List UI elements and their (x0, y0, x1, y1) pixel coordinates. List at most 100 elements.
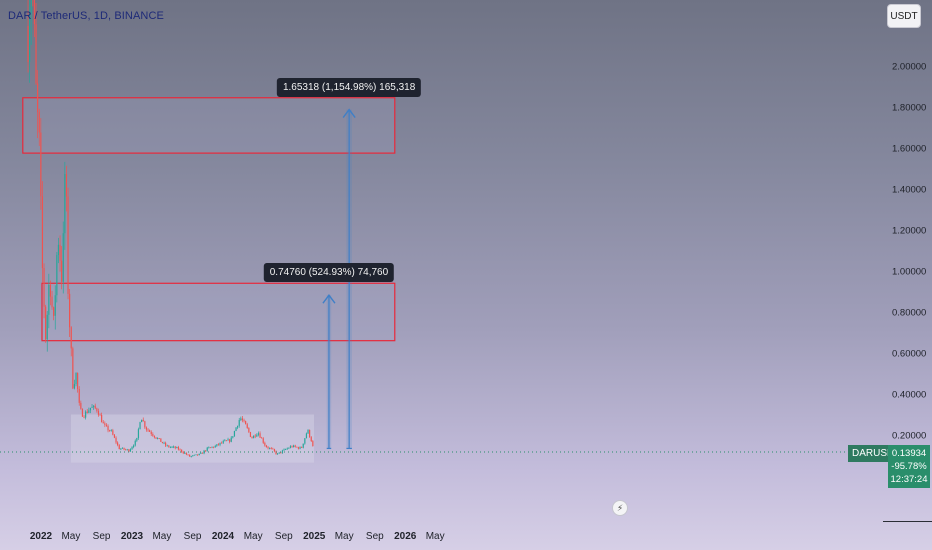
candle-body (117, 442, 119, 445)
candle-body (195, 454, 197, 456)
candle-body (289, 446, 292, 448)
y-tick-label: 1.60000 (892, 143, 927, 155)
candle-body (139, 422, 141, 430)
lightning-icon[interactable]: ⚡ (612, 500, 628, 516)
candle-body (147, 429, 149, 431)
x-tick-label: May (61, 531, 81, 542)
candle-body (169, 447, 172, 448)
candle-body (267, 447, 269, 449)
candle-body (310, 437, 312, 442)
candle-body (75, 372, 77, 385)
candle-body (285, 449, 287, 451)
y-tick-label: 0.60000 (892, 348, 927, 360)
candle-body (73, 384, 76, 389)
candle-body (259, 433, 261, 438)
candle-body (30, 0, 32, 14)
candle-body (206, 447, 208, 451)
candle-body (161, 441, 164, 443)
candle-body (38, 111, 40, 133)
candle-body (198, 453, 200, 456)
candle-body (41, 196, 44, 269)
symbol-title: DAR / TetherUS, 1D, BINANCE (8, 10, 164, 22)
y-tick-label: 1.20000 (892, 225, 927, 237)
candle-body (229, 439, 231, 442)
candle-body (94, 405, 96, 409)
candle-body (113, 434, 116, 438)
x-tick-label: 2025 (303, 531, 326, 542)
candle-body (187, 454, 189, 456)
candle-body (305, 433, 308, 439)
candle-body (69, 293, 71, 328)
candle-body (293, 445, 295, 448)
candle-body (128, 449, 130, 452)
candle-body (150, 431, 152, 435)
candle-body (133, 445, 135, 448)
candle-body (297, 447, 300, 449)
candle-body (120, 448, 122, 450)
candle-body (102, 422, 104, 424)
resistance-zone[interactable] (41, 282, 396, 342)
resistance-zone[interactable] (22, 97, 396, 154)
candle-body (245, 421, 247, 425)
candle-body (299, 447, 301, 449)
candle-body (211, 446, 213, 448)
candle-body (53, 307, 55, 316)
candle-body (142, 419, 144, 422)
candle-body (189, 454, 191, 457)
measure-label-upper[interactable]: 1.65318 (1,154.98%) 165,318 (276, 77, 422, 97)
candle-body (291, 446, 293, 448)
candle-body (123, 447, 125, 450)
last-price-value: 0.13934 (891, 448, 927, 459)
candle-body (197, 454, 199, 456)
candle-body (81, 408, 84, 417)
candle-body (257, 433, 260, 435)
candle-body (261, 437, 263, 439)
candle-body (270, 447, 272, 449)
candle-body (219, 442, 221, 445)
candle-body (86, 411, 88, 413)
candle-body (62, 233, 64, 282)
candle-body (294, 445, 296, 447)
candle-body (241, 418, 244, 421)
candle-body (72, 348, 74, 389)
candle-body (152, 434, 154, 436)
candle-body (222, 440, 224, 443)
y-tick-label: 1.80000 (892, 102, 927, 114)
candle-body (33, 0, 36, 25)
candle-body (262, 438, 264, 443)
candle-body (265, 445, 268, 448)
candle-body (158, 438, 160, 439)
candle-body (141, 419, 143, 423)
candle-body (254, 435, 256, 437)
consolidation-range-zone[interactable] (70, 414, 314, 463)
candle-body (56, 254, 58, 296)
candle-body (214, 445, 216, 448)
candle-body (256, 434, 258, 437)
candle-body (177, 447, 180, 450)
candle-body (65, 174, 68, 197)
candle-body (49, 284, 52, 297)
measure-label-lower[interactable]: 0.74760 (524.93%) 74,760 (263, 263, 395, 283)
candle-body (35, 24, 37, 84)
candle-body (57, 244, 60, 255)
x-tick-label: May (425, 531, 445, 542)
candle-body (48, 284, 50, 315)
currency-button[interactable]: USDT (887, 4, 921, 28)
candle-body (163, 442, 165, 444)
candle-body (193, 454, 196, 456)
candle-body (104, 423, 106, 425)
candle-body (107, 425, 109, 431)
candle-body (205, 450, 207, 452)
candle-body (93, 405, 95, 407)
candle-body (131, 447, 133, 450)
x-tick-label: 2024 (211, 531, 235, 542)
candle-body (235, 427, 237, 432)
y-tick-label: 1.00000 (892, 266, 927, 278)
candle-body (70, 327, 72, 349)
last-price-box: 0.13934 -95.78% 12:37:24 (888, 445, 930, 488)
candle-body (281, 450, 284, 453)
x-tick-label: May (243, 531, 263, 542)
y-tick-label: 2.00000 (892, 61, 927, 73)
candle-body (190, 456, 192, 457)
